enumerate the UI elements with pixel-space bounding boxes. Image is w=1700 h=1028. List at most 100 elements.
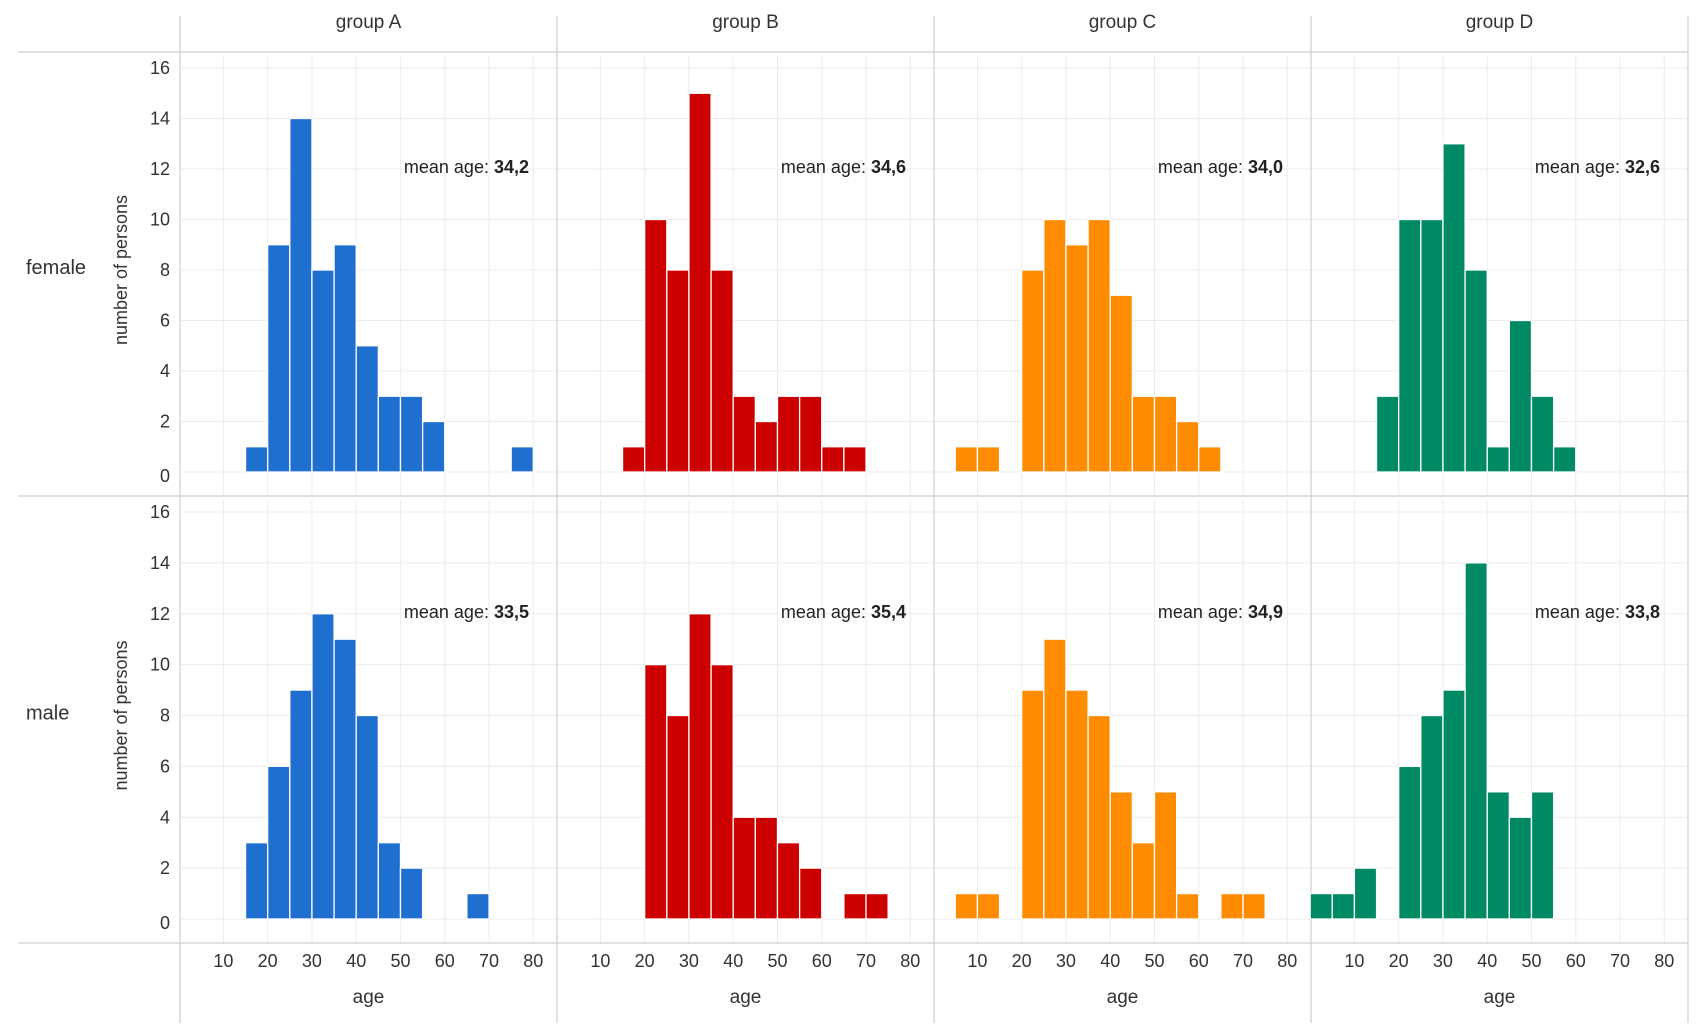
histogram-bar — [466, 892, 490, 920]
mean-age-prefix: mean age: — [1158, 157, 1248, 177]
x-axis-title: age — [1107, 987, 1139, 1008]
mean-age-prefix: mean age: — [404, 602, 494, 622]
histogram-bar — [666, 714, 690, 920]
histogram-bar — [1530, 395, 1555, 473]
histogram-bar — [1021, 689, 1045, 920]
x-tick-label: 80 — [523, 951, 543, 971]
x-tick-label: 40 — [1100, 951, 1120, 971]
y-axis-title: number of persons — [111, 640, 131, 790]
y-tick-label: 14 — [150, 109, 170, 129]
histogram-bar — [1242, 892, 1266, 920]
y-tick-label: 2 — [160, 412, 170, 432]
mean-age-value: 34,9 — [1248, 602, 1283, 622]
histogram-bar — [954, 446, 979, 473]
y-tick-label: 14 — [150, 553, 170, 573]
histogram-bar — [976, 892, 1001, 920]
histogram-panel: mean age: 35,4 — [644, 602, 906, 920]
histogram-bar — [1442, 143, 1466, 473]
histogram-bar — [244, 446, 269, 473]
column-header: group A — [336, 12, 402, 33]
x-tick-label: 40 — [723, 951, 743, 971]
x-tick-label: 30 — [679, 951, 699, 971]
histogram-panel: mean age: 34,6 — [621, 92, 906, 473]
histogram-bar — [644, 218, 668, 473]
histogram-bar — [1486, 446, 1511, 473]
histogram-bar — [1552, 446, 1577, 473]
histogram-bar — [776, 842, 801, 920]
x-tick-label: 30 — [302, 951, 322, 971]
histogram-panel: mean age: 33,5 — [244, 602, 529, 920]
x-tick-label: 50 — [767, 951, 787, 971]
histogram-bar — [843, 892, 867, 920]
histogram-bar — [1508, 816, 1533, 920]
mean-age-value: 34,2 — [494, 157, 529, 177]
histogram-bar — [666, 269, 690, 473]
histogram-bar — [1530, 791, 1555, 920]
histogram-bar — [1153, 395, 1178, 473]
histogram-bar — [1398, 218, 1422, 473]
x-tick-label: 40 — [1477, 951, 1497, 971]
histogram-bar — [821, 446, 845, 473]
histogram-bar — [1420, 218, 1444, 473]
histogram-bar — [1309, 892, 1333, 920]
histogram-bar — [377, 842, 402, 920]
mean-age-label: mean age: 34,9 — [1158, 602, 1283, 622]
mean-age-prefix: mean age: — [1158, 602, 1248, 622]
histogram-bar — [399, 395, 424, 473]
mean-age-label: mean age: 35,4 — [781, 602, 906, 622]
histogram-bar — [754, 420, 779, 473]
histogram-bar — [1508, 319, 1533, 473]
y-axis-title: number of persons — [111, 195, 131, 345]
row-label: female — [26, 257, 86, 279]
histogram-bar — [311, 269, 335, 473]
y-tick-label: 0 — [160, 466, 170, 486]
histogram-bar — [333, 244, 357, 473]
x-tick-label: 20 — [1389, 951, 1409, 971]
mean-age-value: 33,5 — [494, 602, 529, 622]
mean-age-value: 34,0 — [1248, 157, 1283, 177]
histogram-bar — [355, 714, 380, 920]
histogram-bar — [1065, 244, 1089, 473]
histogram-bar — [688, 613, 712, 920]
y-tick-label: 0 — [160, 913, 170, 933]
y-tick-label: 10 — [150, 655, 170, 675]
panel-frame — [18, 16, 1689, 1023]
histogram-bar — [1043, 638, 1067, 920]
mean-age-prefix: mean age: — [781, 157, 871, 177]
histogram-bar — [333, 638, 357, 920]
histogram-bar — [1420, 714, 1444, 920]
histogram-bar — [1331, 892, 1356, 920]
x-tick-label: 10 — [1344, 951, 1364, 971]
y-tick-label: 12 — [150, 159, 170, 179]
histogram-bar — [1109, 294, 1134, 473]
histogram-bar — [710, 663, 734, 920]
histogram-bar — [688, 92, 712, 473]
x-tick-label: 80 — [1654, 951, 1674, 971]
x-tick-label: 60 — [1189, 951, 1209, 971]
x-axis-title: age — [730, 987, 762, 1008]
x-tick-label: 70 — [479, 951, 499, 971]
histogram-bar — [267, 244, 291, 473]
histogram-bar — [267, 765, 291, 920]
histogram-bar — [1486, 791, 1511, 920]
histogram-bar — [355, 345, 380, 473]
y-tick-label: 16 — [150, 58, 170, 78]
histogram-bar — [976, 446, 1001, 473]
histogram-bar — [1175, 420, 1200, 473]
x-tick-label: 40 — [346, 951, 366, 971]
histogram-bar — [311, 613, 335, 920]
histogram-bar — [1375, 395, 1400, 473]
histogram-bar — [1464, 269, 1488, 473]
histogram-bar — [1065, 689, 1089, 920]
histogram-bar — [421, 420, 446, 473]
mean-age-prefix: mean age: — [404, 157, 494, 177]
y-tick-label: 12 — [150, 604, 170, 624]
histogram-bar — [399, 867, 424, 920]
x-tick-label: 50 — [1521, 951, 1541, 971]
histogram-panel: mean age: 34,2 — [244, 117, 534, 473]
x-tick-label: 20 — [258, 951, 278, 971]
mean-age-label: mean age: 33,8 — [1535, 602, 1660, 622]
histogram-bar — [377, 395, 402, 473]
x-tick-label: 50 — [1144, 951, 1164, 971]
